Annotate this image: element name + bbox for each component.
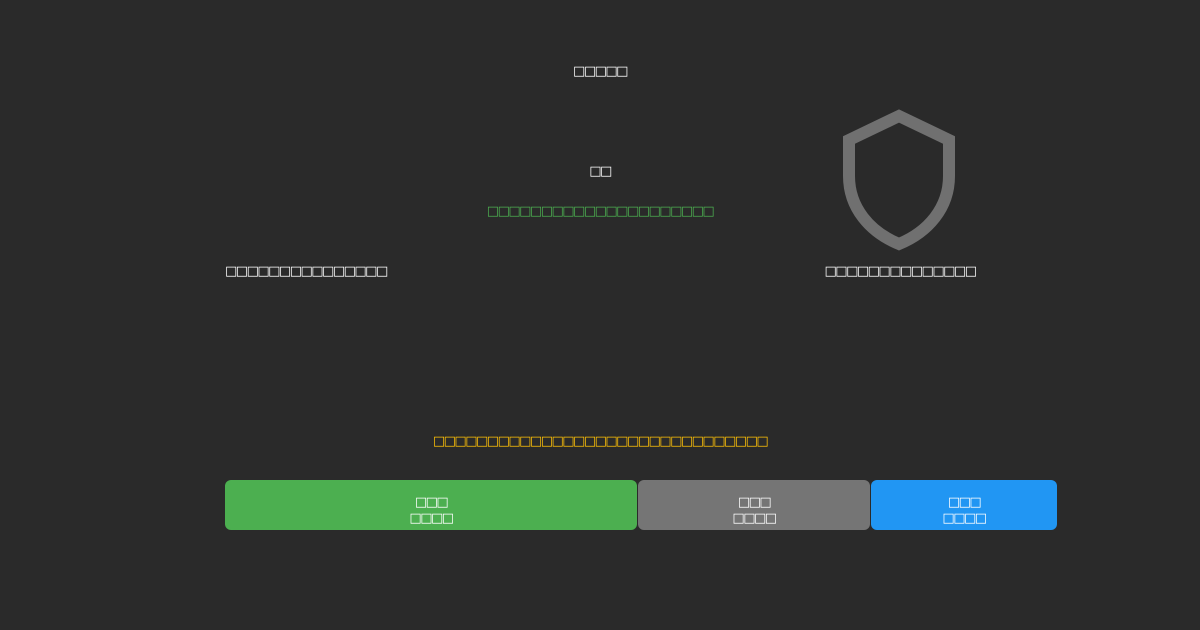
- button-line-1: □□□: [414, 495, 449, 510]
- info-button[interactable]: □□□ □□□□: [871, 480, 1057, 530]
- button-line-2: □□□□: [409, 511, 454, 526]
- primary-button[interactable]: □□□ □□□□: [225, 480, 637, 530]
- shield-icon: [843, 109, 955, 251]
- button-line-2: □□□□: [732, 511, 777, 526]
- button-line-1: □□□: [947, 495, 982, 510]
- status-label: □□: [589, 164, 612, 179]
- warning-message: □□□□□□□□□□□□□□□□□□□□□□□□□□□□□□□: [432, 434, 769, 449]
- button-line-1: □□□: [737, 495, 772, 510]
- page-title: □□□□□: [573, 64, 628, 79]
- secondary-button[interactable]: □□□ □□□□: [638, 480, 870, 530]
- button-line-2: □□□□: [942, 511, 987, 526]
- right-label: □□□□□□□□□□□□□□: [824, 264, 977, 279]
- left-label: □□□□□□□□□□□□□□□: [225, 264, 388, 279]
- status-message: □□□□□□□□□□□□□□□□□□□□□: [486, 204, 715, 219]
